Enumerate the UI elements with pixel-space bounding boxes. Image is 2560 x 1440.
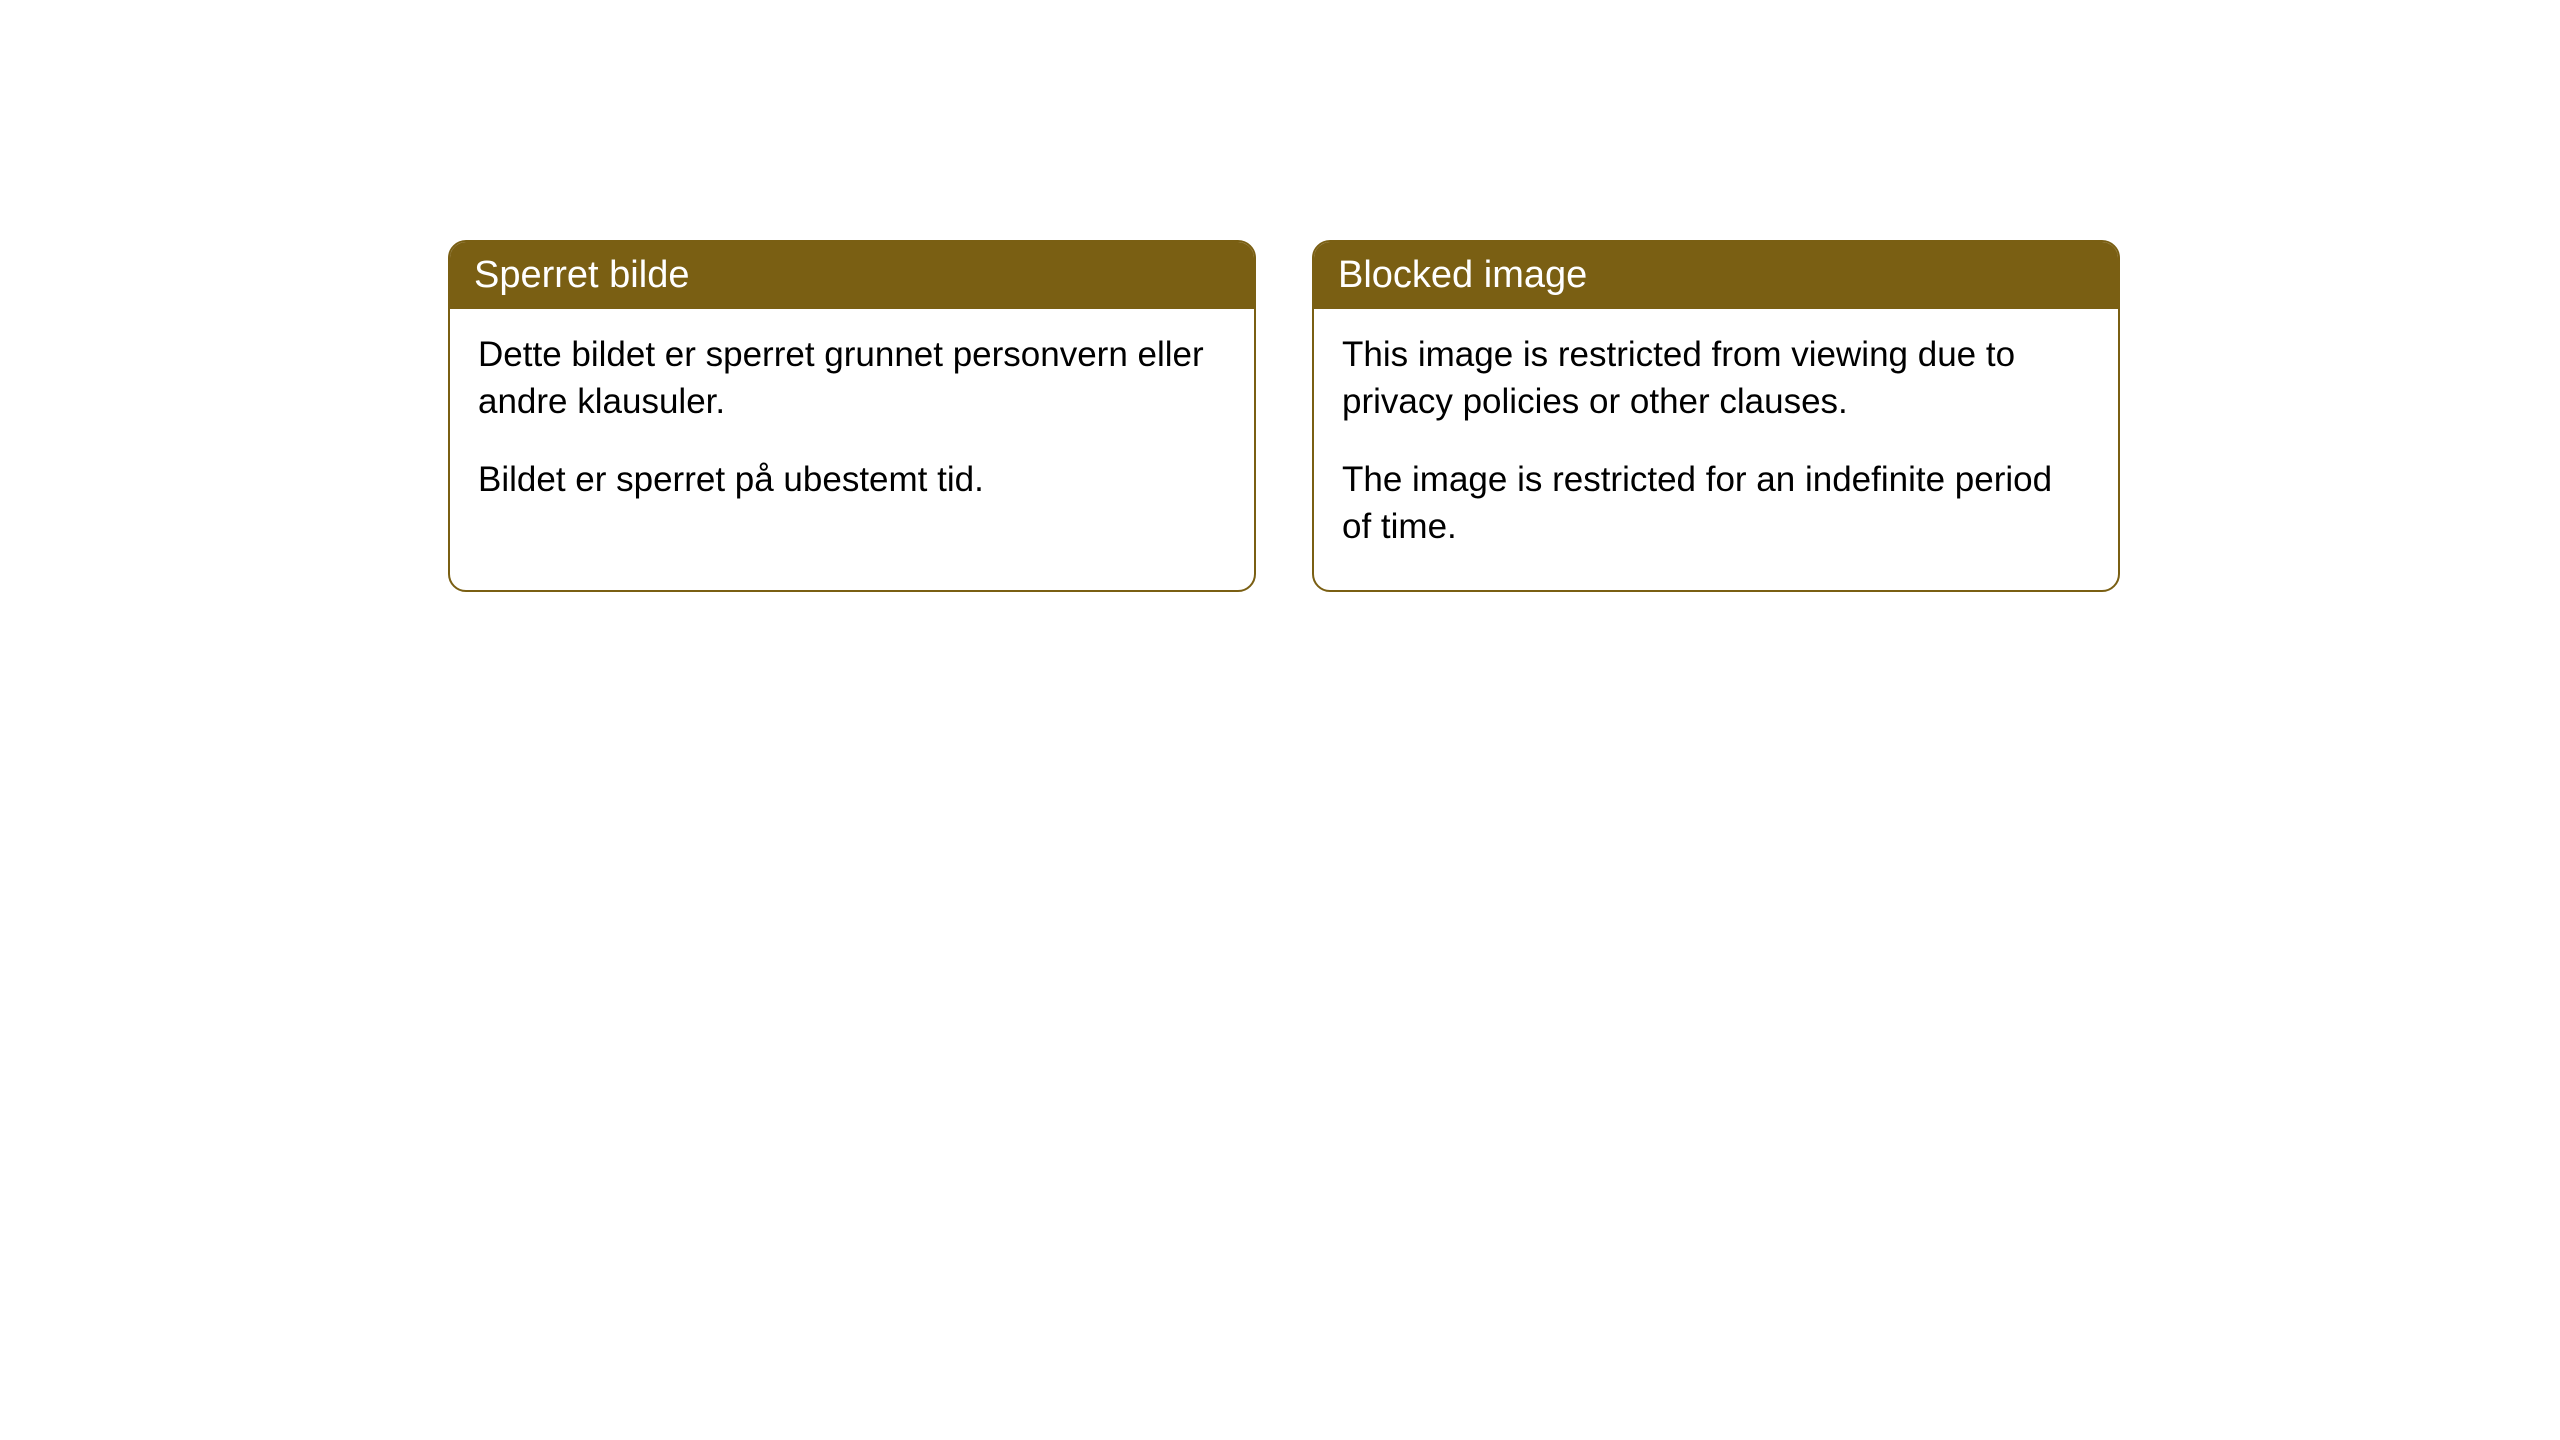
- cards-container: Sperret bilde Dette bildet er sperret gr…: [0, 0, 2560, 592]
- card-title-norwegian: Sperret bilde: [474, 254, 689, 296]
- card-paragraph-1-norwegian: Dette bildet er sperret grunnet personve…: [478, 331, 1226, 426]
- blocked-image-card-english: Blocked image This image is restricted f…: [1312, 240, 2120, 592]
- card-header-english: Blocked image: [1314, 242, 2118, 309]
- blocked-image-card-norwegian: Sperret bilde Dette bildet er sperret gr…: [448, 240, 1256, 592]
- card-body-english: This image is restricted from viewing du…: [1314, 309, 2118, 590]
- card-paragraph-1-english: This image is restricted from viewing du…: [1342, 331, 2090, 426]
- card-paragraph-2-norwegian: Bildet er sperret på ubestemt tid.: [478, 456, 1226, 503]
- card-title-english: Blocked image: [1338, 254, 1587, 296]
- card-body-norwegian: Dette bildet er sperret grunnet personve…: [450, 309, 1254, 543]
- card-paragraph-2-english: The image is restricted for an indefinit…: [1342, 456, 2090, 551]
- card-header-norwegian: Sperret bilde: [450, 242, 1254, 309]
